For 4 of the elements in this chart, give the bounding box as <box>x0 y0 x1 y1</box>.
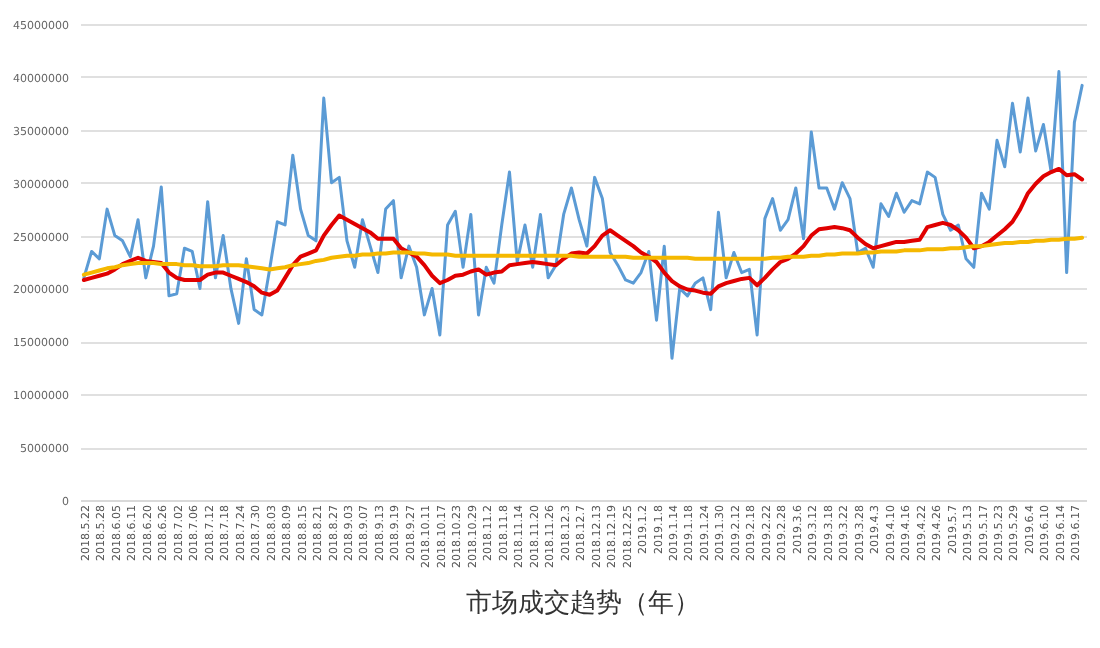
text: 市场成交趋势（年） <box>466 586 700 619</box>
line-series <box>81 235 1085 277</box>
line-series <box>82 70 1084 360</box>
line-series <box>81 166 1085 297</box>
